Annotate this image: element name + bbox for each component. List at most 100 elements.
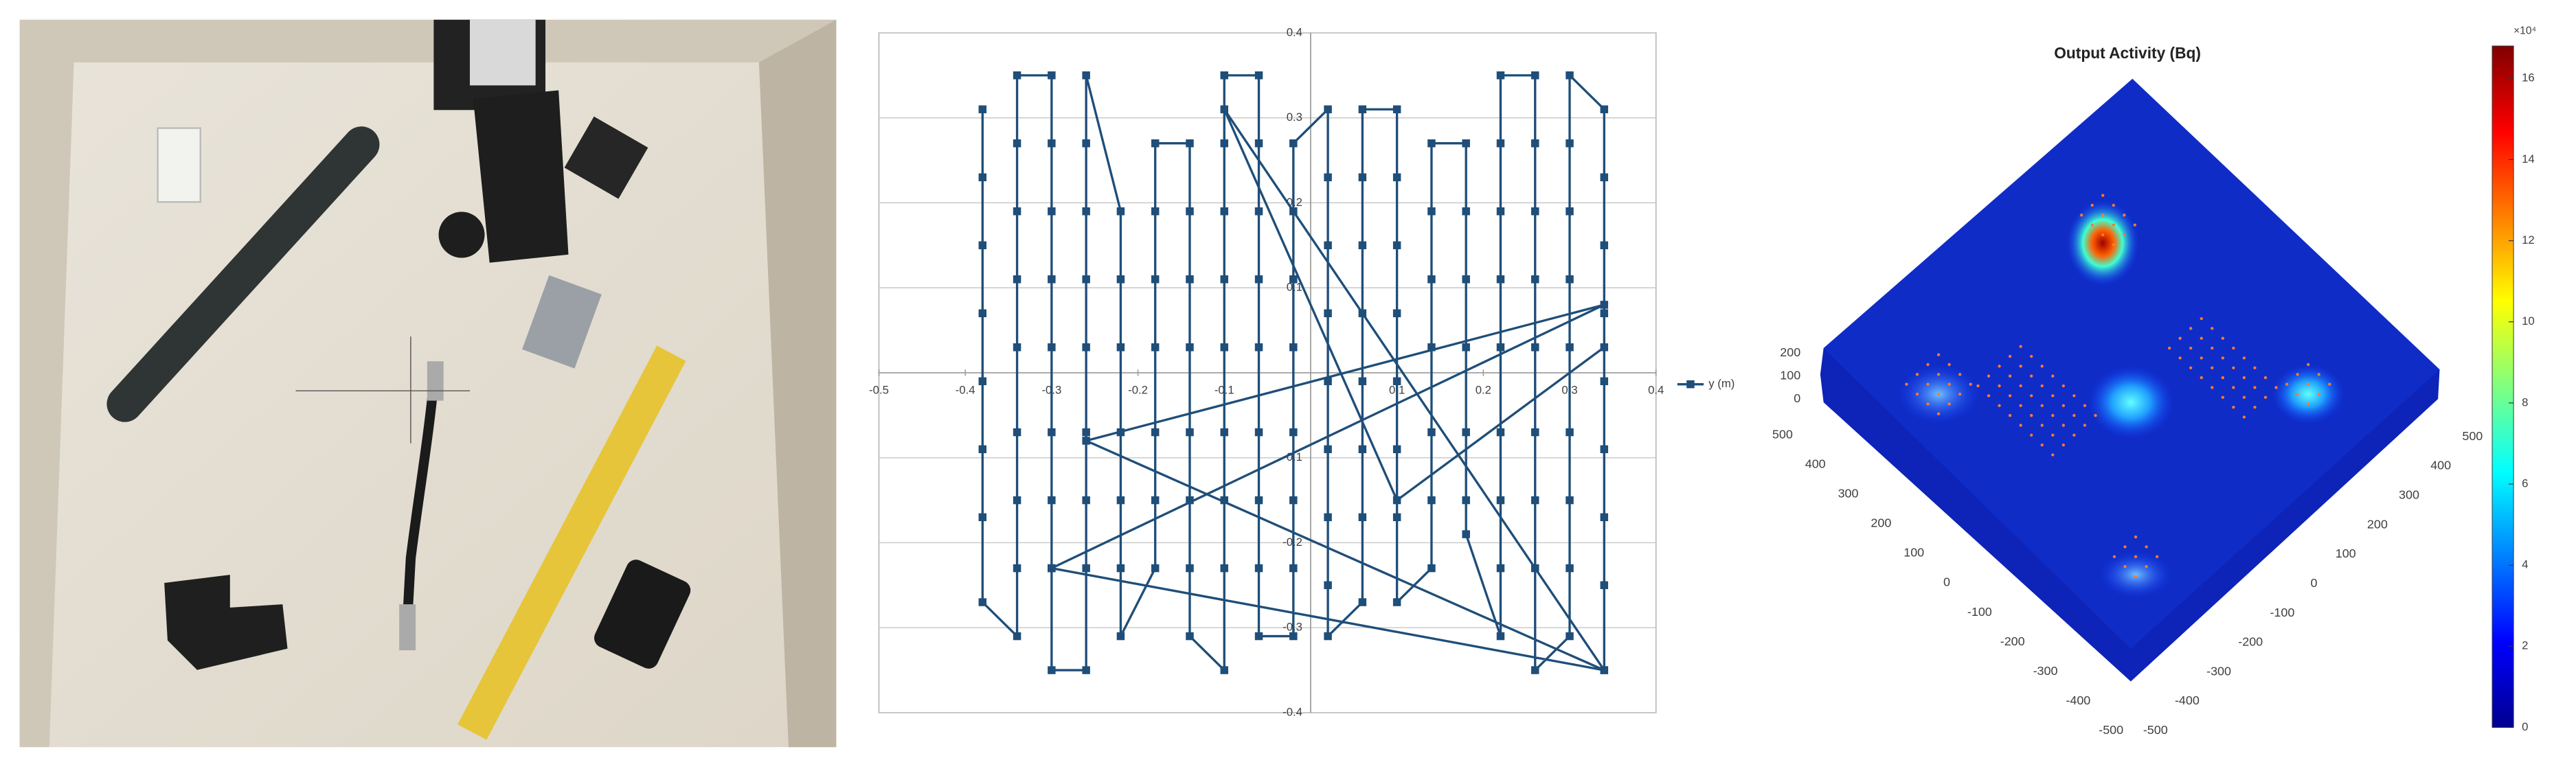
marker: [1151, 496, 1160, 505]
sample-dot: [2232, 405, 2235, 409]
sample-dot: [2274, 386, 2278, 389]
marker: [1048, 139, 1056, 148]
marker: [1186, 496, 1194, 505]
marker: [1496, 496, 1505, 505]
z-tick-label: 200: [1780, 345, 1800, 359]
sample-dot: [2101, 194, 2105, 197]
marker: [1289, 207, 1298, 216]
marker: [1116, 428, 1125, 437]
marker: [1186, 275, 1194, 284]
marker: [1358, 309, 1367, 318]
marker: [1358, 173, 1367, 181]
sample-dot: [2051, 394, 2055, 398]
sample-dot: [1905, 382, 1908, 386]
sample-dot: [2221, 336, 2224, 340]
marker: [1531, 428, 1539, 437]
y-tick-label: 200: [1871, 516, 1891, 530]
sample-dot: [2123, 564, 2127, 569]
marker: [1358, 513, 1367, 522]
marker: [1531, 71, 1539, 80]
sample-dot: [1987, 394, 1991, 398]
marker: [1082, 207, 1090, 216]
marker: [1289, 496, 1298, 505]
sample-dot: [2123, 233, 2126, 237]
marker: [1496, 343, 1505, 352]
marker: [1220, 207, 1228, 216]
marker: [1048, 71, 1056, 80]
gripper-finger: [473, 90, 569, 263]
sample-dot: [2094, 413, 2097, 417]
marker: [1462, 139, 1470, 148]
y-tick-label: 500: [1772, 428, 1793, 441]
tray-right-wall: [758, 19, 837, 748]
marker: [1151, 207, 1160, 216]
marker: [1116, 632, 1125, 641]
marker: [1254, 632, 1263, 641]
sample-dot: [2019, 345, 2022, 348]
marker: [978, 598, 987, 606]
sample-dot: [1936, 373, 1941, 376]
marker: [1220, 343, 1228, 352]
sample-dot: [2030, 433, 2033, 437]
marker: [1358, 105, 1367, 113]
hotspot: [2088, 366, 2174, 439]
x-tick-label: 0.2: [1476, 384, 1491, 397]
sample-dot: [2242, 415, 2246, 419]
marker: [978, 241, 987, 249]
marker: [1600, 581, 1609, 590]
sample-dot: [1998, 365, 2001, 368]
marker: [1392, 598, 1401, 606]
sample-dot: [2072, 413, 2076, 417]
sample-dot: [2296, 392, 2299, 396]
marker: [1392, 513, 1401, 522]
sample-dot: [2019, 424, 2022, 427]
marker: [1013, 632, 1021, 641]
sample-dot: [2178, 356, 2182, 360]
pipe: [106, 126, 380, 422]
sample-dot: [2253, 405, 2257, 409]
marker: [1048, 428, 1056, 437]
marker: [1462, 343, 1470, 352]
activity-map: Output Activity (Bq) ×10⁴ -500 -400 -300 -2…: [1772, 25, 2536, 737]
marker: [1289, 343, 1298, 352]
gripper-body: [469, 19, 536, 86]
y-tick-label: -200: [2000, 634, 2025, 648]
marker: [1220, 496, 1228, 505]
marker: [1324, 241, 1332, 249]
sample-dot: [2030, 374, 2033, 378]
marker: [1220, 105, 1228, 113]
marker: [1462, 496, 1470, 505]
sample-dot: [1947, 382, 1951, 386]
marker: [1462, 428, 1470, 437]
marker: [1392, 105, 1401, 113]
small-box: [157, 127, 201, 203]
scan-path-chart: -0.4-0.3-0.2-0.10.10.20.30.4-0.5 -0.4 -0.3…: [869, 25, 1735, 718]
y-tick-label: -100: [1967, 605, 1992, 619]
sample-dot: [2123, 545, 2127, 549]
marker: [1116, 496, 1125, 505]
sample-dot: [2008, 413, 2012, 417]
sample-dot: [1958, 392, 1962, 396]
marker: [1324, 632, 1332, 641]
y-tick-label: -400: [2066, 693, 2090, 707]
y-tick-label: 100: [1903, 546, 1924, 560]
marker: [1220, 275, 1228, 284]
sample-dot: [1936, 412, 1941, 415]
x-tick-label: 0.4: [1648, 384, 1664, 397]
marker: [1600, 173, 1609, 181]
sample-dot: [2253, 366, 2257, 369]
sample-dot: [2211, 386, 2214, 389]
sample-dot: [1998, 404, 2001, 407]
sample-dot: [2051, 413, 2055, 417]
marker: [1427, 496, 1436, 505]
marker: [1496, 207, 1505, 216]
marker: [1048, 564, 1056, 573]
sample-dot: [2200, 376, 2203, 380]
hose-fitting-bottom: [399, 604, 416, 651]
marker: [1082, 564, 1090, 573]
sample-dot: [2030, 394, 2033, 398]
sample-dot: [2189, 366, 2193, 369]
colorbar-tick-label: 0: [2522, 720, 2528, 733]
marker: [1566, 632, 1574, 641]
marker: [1496, 275, 1505, 284]
